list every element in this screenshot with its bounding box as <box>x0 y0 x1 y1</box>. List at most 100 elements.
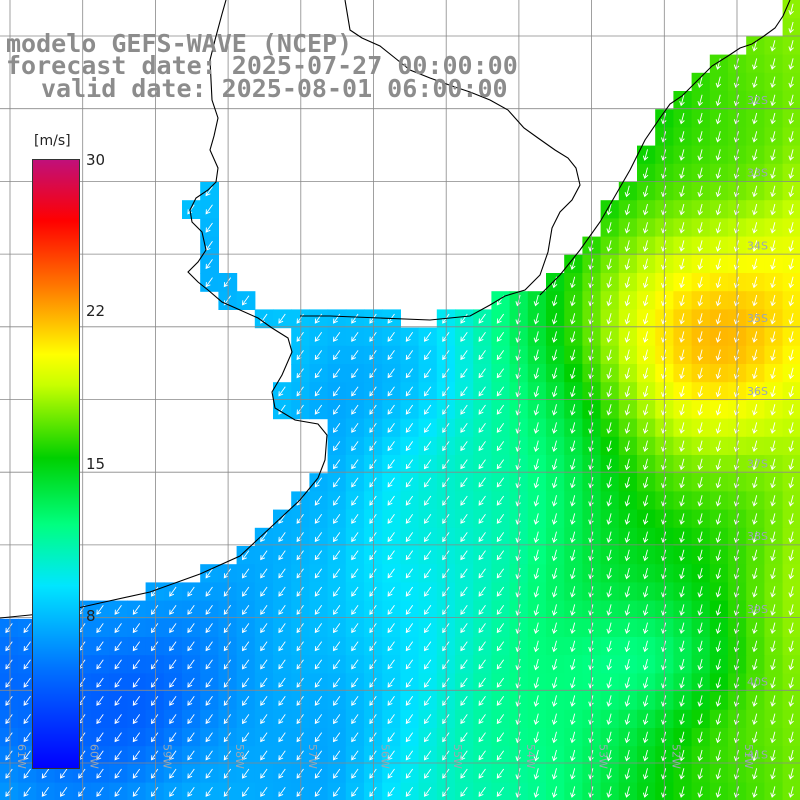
wind-arrow <box>770 240 776 252</box>
wind-arrow <box>296 550 304 561</box>
wind-arrow <box>296 404 304 415</box>
wind-arrow <box>752 385 758 398</box>
wind-arrow <box>551 567 558 580</box>
wind-arrow <box>788 40 794 52</box>
wind-arrow <box>788 513 794 525</box>
wind-arrow <box>770 167 776 180</box>
wind-arrow <box>478 604 486 615</box>
wind-arrow <box>715 131 722 143</box>
wind-arrow <box>715 58 722 70</box>
wind-arrow <box>570 385 576 398</box>
wind-arrow <box>278 586 286 597</box>
wind-arrow <box>570 495 576 507</box>
wind-arrow <box>570 677 576 689</box>
wind-arrow <box>424 714 432 725</box>
wind-arrow <box>606 695 612 707</box>
wind-arrow <box>314 368 323 379</box>
wind-arrow <box>387 513 395 524</box>
wind-arrow <box>642 404 649 416</box>
wind-arrow <box>679 531 685 544</box>
wind-arrow <box>333 459 341 470</box>
wind-arrow <box>205 714 213 725</box>
wind-arrow <box>606 404 612 416</box>
wind-arrow <box>533 749 540 762</box>
wind-arrow <box>697 76 703 89</box>
wind-arrow <box>697 677 703 689</box>
wind-arrow <box>205 695 213 706</box>
wind-arrow <box>551 604 558 616</box>
wind-arrow <box>551 731 558 744</box>
wind-arrow <box>424 623 432 634</box>
wind-arrow <box>169 768 177 779</box>
wind-arrow <box>606 749 612 762</box>
wind-arrow <box>715 458 722 471</box>
wind-arrow <box>533 495 540 507</box>
wind-arrow <box>570 567 576 580</box>
wind-arrow <box>132 623 141 634</box>
wind-arrow <box>496 350 505 361</box>
wind-arrow <box>478 732 486 743</box>
wind-arrow <box>570 531 576 544</box>
wind-arrow <box>715 258 722 271</box>
wind-arrow <box>715 476 722 489</box>
wind-arrow <box>533 531 540 544</box>
wind-arrow <box>333 641 341 652</box>
wind-arrow <box>333 586 341 597</box>
wind-arrow <box>624 768 631 780</box>
wind-arrow <box>788 149 794 161</box>
wind-arrow <box>114 768 122 779</box>
wind-arrow <box>697 713 703 726</box>
wind-arrow <box>752 640 758 653</box>
wind-arrow <box>752 185 758 198</box>
wind-arrow <box>533 404 540 416</box>
wind-arrow <box>642 313 649 325</box>
longitude-label: 61W <box>15 744 28 769</box>
wind-arrow <box>752 149 758 161</box>
wind-arrow <box>296 513 304 524</box>
wind-arrow <box>314 768 323 779</box>
wind-arrow <box>752 404 758 416</box>
wind-arrow <box>60 768 68 779</box>
wind-arrow <box>296 604 304 615</box>
wind-arrow <box>770 476 776 489</box>
wind-arrow <box>460 659 468 670</box>
wind-arrow <box>715 149 722 161</box>
wind-arrow <box>788 476 794 489</box>
wind-arrow <box>478 404 486 415</box>
wind-arrow <box>788 622 794 635</box>
wind-arrow <box>788 567 794 580</box>
wind-arrow <box>788 94 794 107</box>
wind-arrow <box>533 786 540 798</box>
wind-arrow <box>697 586 703 598</box>
wind-arrow <box>624 422 631 434</box>
wind-arrow <box>424 677 432 688</box>
wind-arrow <box>715 440 722 453</box>
wind-arrow <box>387 350 395 361</box>
wind-arrow <box>387 368 395 379</box>
wind-arrow <box>551 749 558 762</box>
wind-arrow <box>752 131 758 143</box>
wind-arrow <box>169 641 177 652</box>
wind-arrow <box>23 732 31 743</box>
wind-arrow <box>788 458 794 471</box>
wind-arrow <box>478 350 486 361</box>
wind-arrow <box>788 422 794 434</box>
wind-arrow <box>132 604 141 615</box>
wind-arrow <box>278 550 286 561</box>
wind-arrow <box>679 313 685 325</box>
wind-arrow <box>460 586 468 597</box>
wind-arrow <box>169 786 177 797</box>
wind-arrow <box>478 586 486 597</box>
wind-arrow <box>788 222 794 234</box>
latitude-label: 40S <box>747 676 768 689</box>
wind-arrow <box>169 586 177 597</box>
wind-arrow <box>697 458 703 471</box>
wind-arrow <box>223 732 232 743</box>
wind-arrow <box>460 441 468 452</box>
wind-arrow <box>624 385 631 398</box>
wind-arrow <box>387 331 395 342</box>
wind-arrow <box>533 513 540 525</box>
wind-arrow <box>333 404 341 415</box>
wind-arrow <box>770 294 776 307</box>
